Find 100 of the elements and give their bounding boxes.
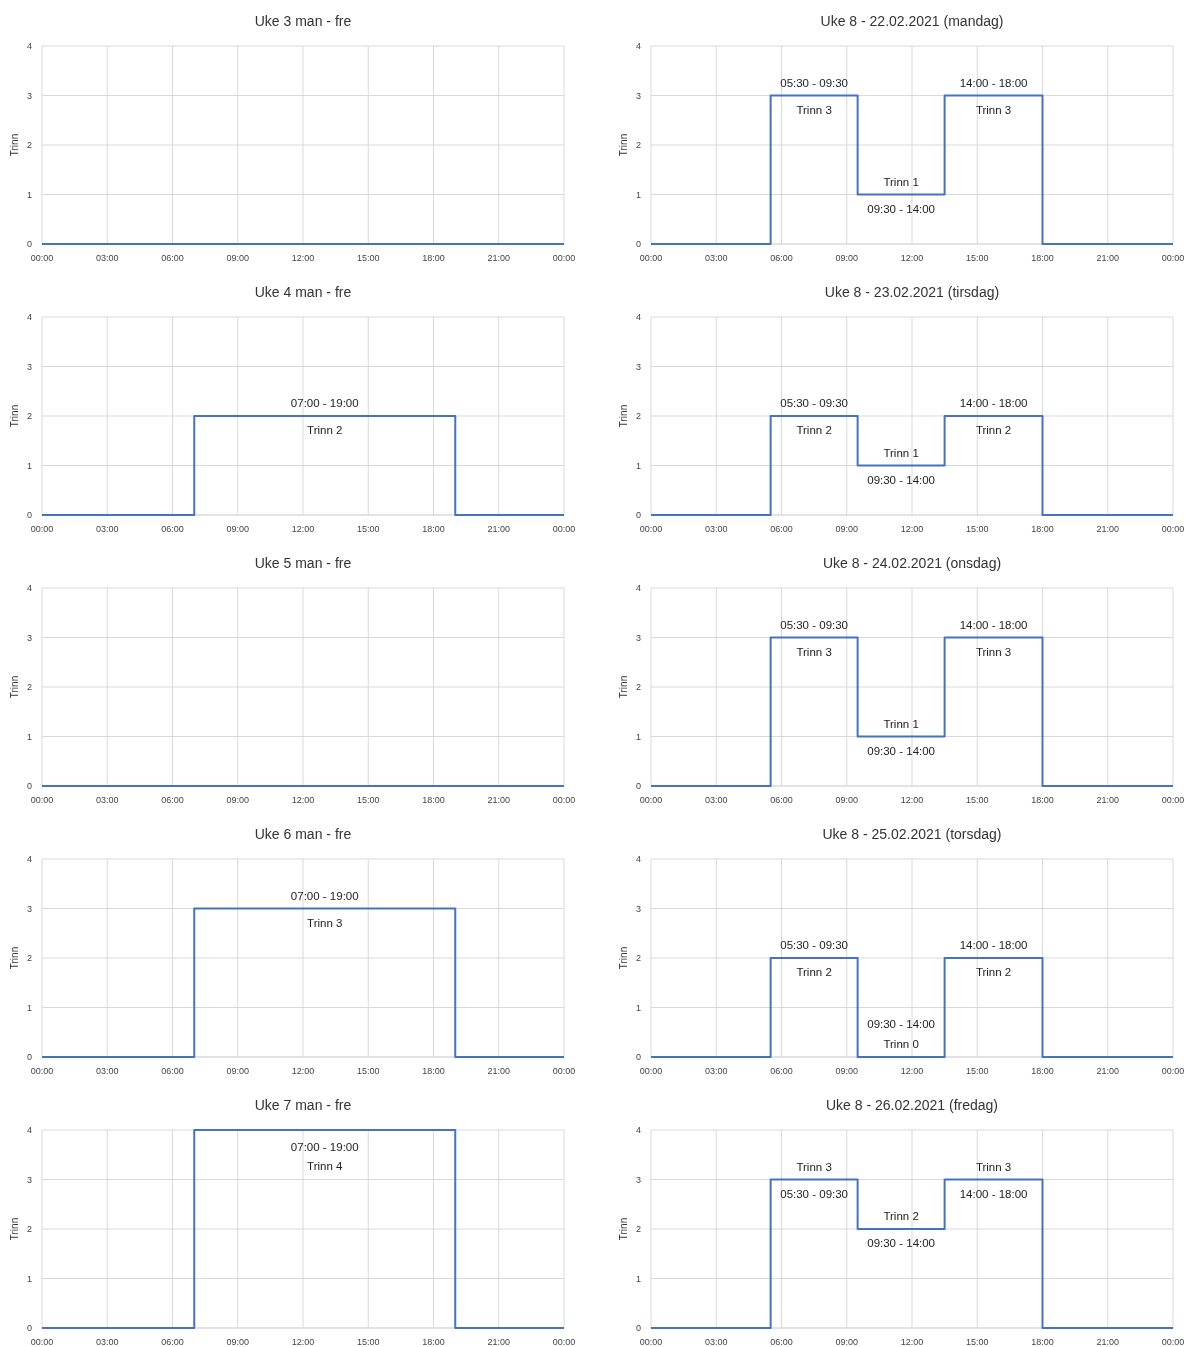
x-tick-label: 09:00 [835,524,859,534]
annotation: Trinn 1 [883,717,919,730]
x-tick-label: 12:00 [900,253,924,263]
annotation: 05:30 - 09:30 [780,939,849,952]
y-tick-label: 1 [26,731,32,742]
annotation: 09:30 - 14:00 [867,202,936,215]
x-tick-label: 00:00 [1161,1066,1185,1076]
x-tick-label: 18:00 [422,524,445,534]
y-tick-label: 0 [635,510,641,521]
y-axis-title: Trinn [618,404,629,428]
x-tick-label: 15:00 [356,253,380,263]
chart-title: Uke 5 man - fre [254,555,352,571]
x-tick-label: 15:00 [965,1337,989,1347]
x-tick-label: 00:00 [639,1066,663,1076]
x-tick-label: 00:00 [30,1337,54,1347]
annotation: Trinn 2 [883,1210,919,1223]
annotation: Trinn 1 [883,175,919,188]
annotation: Trinn 3 [307,916,343,929]
y-tick-label: 0 [26,781,32,792]
annotation: 09:30 - 14:00 [867,744,936,757]
x-tick-label: 18:00 [1031,1066,1054,1076]
x-tick-label: 09:00 [835,1066,859,1076]
chart-title: Uke 7 man - fre [254,1097,352,1113]
x-tick-label: 00:00 [639,524,663,534]
x-tick-label: 12:00 [900,1066,924,1076]
x-tick-label: 00:00 [30,795,54,805]
x-tick-label: 00:00 [1161,253,1185,263]
x-tick-label: 21:00 [1096,524,1120,534]
x-tick-label: 06:00 [770,1337,793,1347]
x-tick-label: 03:00 [95,1066,119,1076]
annotation: 14:00 - 18:00 [959,939,1028,952]
x-tick-label: 06:00 [770,795,793,805]
annotation: Trinn 3 [796,645,832,658]
y-tick-label: 3 [26,1174,32,1185]
annotation: Trinn 2 [307,424,343,437]
x-tick-label: 15:00 [356,1066,380,1076]
y-tick-label: 3 [26,90,32,101]
x-tick-label: 12:00 [900,1337,924,1347]
annotation: 14:00 - 18:00 [959,1187,1028,1200]
annotation: Trinn 4 [307,1160,344,1173]
y-tick-label: 1 [26,1273,32,1284]
x-tick-label: 00:00 [1161,795,1185,805]
x-tick-label: 18:00 [1031,1337,1054,1347]
y-axis-title: Trinn [9,675,20,699]
y-tick-label: 3 [635,1174,641,1185]
y-tick-label: 2 [26,1224,32,1235]
x-tick-label: 00:00 [552,253,576,263]
x-tick-label: 03:00 [704,253,728,263]
y-axis-title: Trinn [9,1217,20,1241]
annotation: 07:00 - 19:00 [290,1141,359,1154]
y-tick-label: 3 [635,90,641,101]
x-tick-label: 06:00 [770,1066,793,1076]
annotation: Trinn 3 [796,1160,832,1173]
x-tick-label: 09:00 [226,795,250,805]
annotation: 07:00 - 19:00 [290,889,359,902]
chart-title: Uke 6 man - fre [254,826,352,842]
x-tick-label: 06:00 [161,1337,184,1347]
x-tick-label: 21:00 [1096,1066,1120,1076]
y-tick-label: 2 [635,953,641,964]
y-tick-label: 1 [635,189,641,200]
x-tick-label: 21:00 [487,1337,511,1347]
annotation: Trinn 1 [883,446,919,459]
annotation: 14:00 - 18:00 [959,618,1028,631]
annotation: Trinn 3 [975,645,1012,658]
y-tick-label: 2 [26,953,32,964]
y-tick-label: 3 [26,361,32,372]
annotation: 14:00 - 18:00 [959,397,1028,410]
x-tick-label: 03:00 [95,795,119,805]
chart-title: Uke 8 - 24.02.2021 (onsdag) [822,555,1002,571]
y-tick-label: 4 [26,583,32,594]
y-tick-label: 1 [635,1273,641,1284]
chart-title: Uke 3 man - fre [254,13,352,29]
x-tick-label: 00:00 [552,1066,576,1076]
x-tick-label: 09:00 [226,524,250,534]
x-tick-label: 06:00 [161,1066,184,1076]
x-tick-label: 09:00 [835,795,859,805]
x-tick-label: 06:00 [770,524,793,534]
x-tick-label: 21:00 [1096,795,1120,805]
y-tick-label: 3 [635,903,641,914]
x-tick-label: 12:00 [291,1066,315,1076]
y-tick-label: 1 [26,189,32,200]
annotation: 07:00 - 19:00 [290,397,359,410]
x-tick-label: 06:00 [161,253,184,263]
annotation: 09:30 - 14:00 [867,1018,936,1031]
y-tick-label: 2 [26,682,32,693]
annotation: 09:30 - 14:00 [867,1237,936,1250]
y-tick-label: 1 [635,460,641,471]
x-tick-label: 00:00 [639,253,663,263]
y-tick-label: 2 [635,140,641,151]
x-tick-label: 00:00 [1161,524,1185,534]
y-tick-label: 4 [635,1125,641,1136]
x-tick-label: 12:00 [900,524,924,534]
y-tick-label: 3 [26,632,32,643]
y-tick-label: 0 [26,510,32,521]
chart-title: Uke 8 - 22.02.2021 (mandag) [820,13,1004,29]
x-tick-label: 18:00 [422,1066,445,1076]
x-tick-label: 21:00 [1096,253,1120,263]
chart-title: Uke 8 - 25.02.2021 (torsdag) [822,826,1002,842]
y-tick-label: 0 [26,239,32,250]
x-tick-label: 09:00 [835,1337,859,1347]
